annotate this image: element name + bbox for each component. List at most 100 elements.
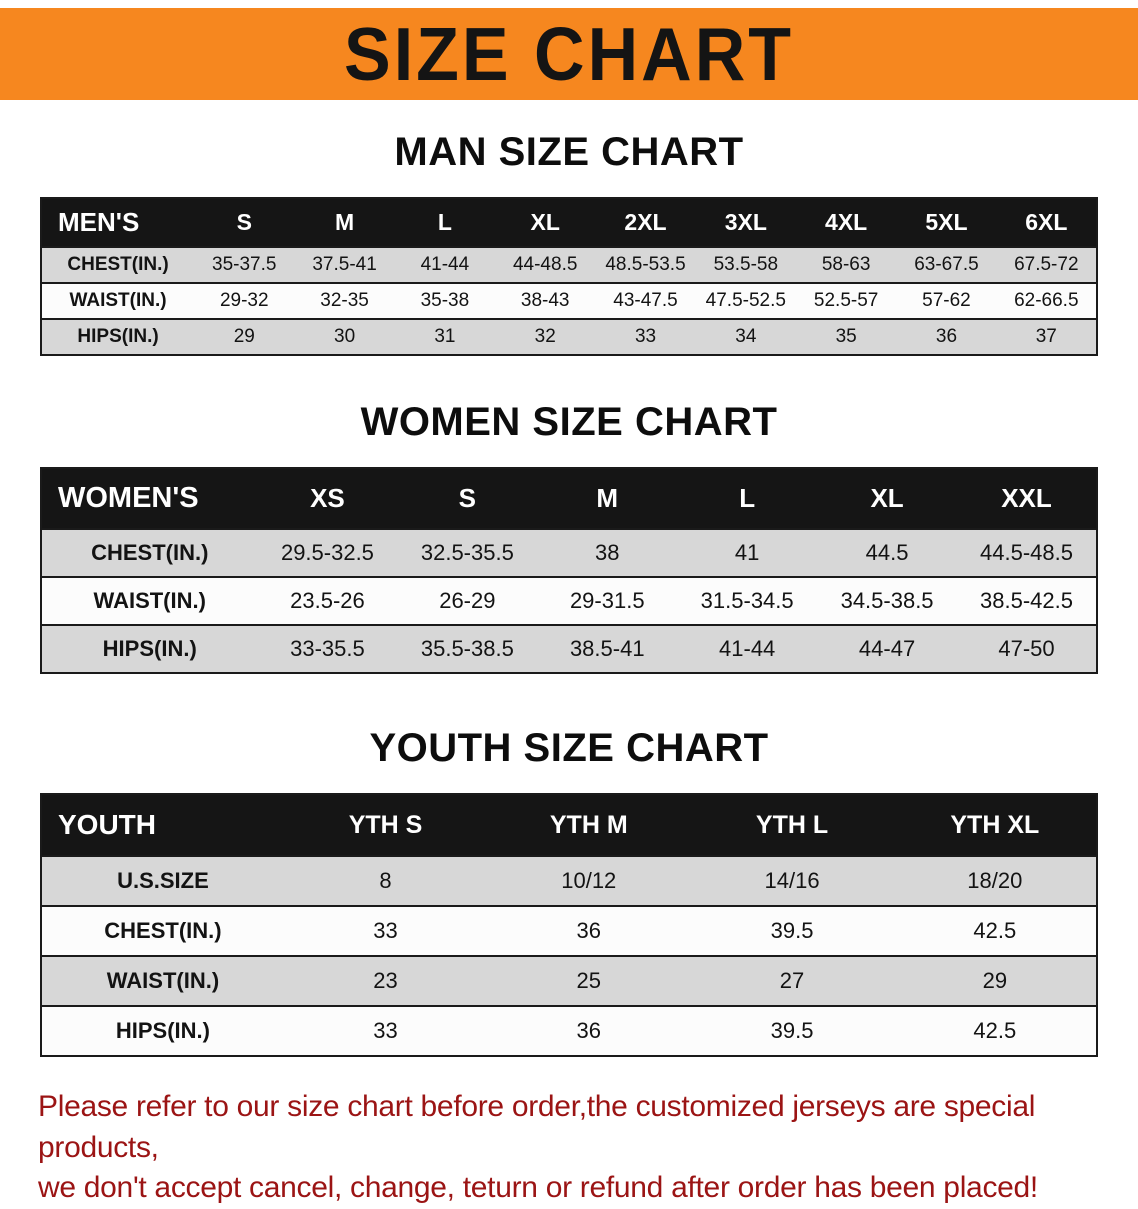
measure-value-cell: 14/16 xyxy=(764,868,820,893)
measure-value-cell: 31 xyxy=(434,326,456,347)
youth-size-chart-heading: YOUTH SIZE CHART xyxy=(369,726,769,770)
measure-value-cell: 44.5-48.5 xyxy=(980,540,1073,565)
measure-value-cell: 47-50 xyxy=(998,636,1055,661)
table-row: HIPS(IN.) 29 30 31 32 33 34 35 36 37 xyxy=(41,319,1097,355)
measure-value-cell: 35 xyxy=(835,326,857,347)
measure-label-cell: HIPS(IN.) xyxy=(115,1018,210,1043)
table-title-cell: WOMEN'S xyxy=(41,468,258,529)
measure-value-cell: 41 xyxy=(734,540,760,565)
table-row: WAIST(IN.) 23.5-26 26-29 29-31.5 31.5-34.5 34… xyxy=(41,577,1097,625)
measure-label-cell: U.S.SIZE xyxy=(117,868,209,893)
measure-value-cell: 58-63 xyxy=(821,254,871,275)
measure-value-cell: 57-62 xyxy=(922,290,971,311)
measure-value-cell: 38 xyxy=(595,540,620,565)
measure-value-cell: 32 xyxy=(534,326,556,347)
table-row: WAIST(IN.) 23 25 27 29 xyxy=(41,956,1097,1006)
size-header-cell: S xyxy=(194,198,295,247)
measure-value-cell: 37 xyxy=(1035,326,1057,347)
measure-value-cell: 25 xyxy=(576,968,602,993)
measure-label-cell: HIPS(IN.) xyxy=(77,326,159,347)
size-header-cell: XL xyxy=(495,198,596,247)
size-header-cell: XL xyxy=(817,468,958,529)
measure-value-cell: 43-47.5 xyxy=(613,290,678,311)
measure-label-cell: CHEST(IN.) xyxy=(91,540,209,565)
women-size-chart-heading: WOMEN SIZE CHART xyxy=(360,400,778,444)
table-header-row: YOUTH YTH S YTH M YTH L YTH XL xyxy=(41,794,1097,856)
measure-label-cell: WAIST(IN.) xyxy=(69,290,167,311)
measure-value-cell: 29-31.5 xyxy=(569,588,645,613)
measure-value-cell: 36 xyxy=(576,918,602,943)
measure-value-cell: 44.5 xyxy=(865,540,909,565)
size-header-cell: M xyxy=(294,198,395,247)
measure-value-cell: 10/12 xyxy=(561,868,617,893)
measure-value-cell: 27 xyxy=(779,968,805,993)
size-header-cell: 4XL xyxy=(795,198,897,247)
measure-value-cell: 31.5-34.5 xyxy=(700,588,794,613)
size-header-cell: 2XL xyxy=(595,198,696,247)
banner-title: SIZE CHART xyxy=(344,11,794,97)
measure-value-cell: 39.5 xyxy=(770,1018,814,1043)
size-chart-banner: SIZE CHART xyxy=(0,8,1138,100)
measure-value-cell: 62-66.5 xyxy=(1014,290,1079,311)
size-header-cell: S xyxy=(397,468,538,529)
measure-label-cell: CHEST(IN.) xyxy=(104,918,222,943)
measure-value-cell: 8 xyxy=(379,868,392,893)
table-row: HIPS(IN.) 33 36 39.5 42.5 xyxy=(41,1006,1097,1056)
size-header-cell: 6XL xyxy=(996,198,1097,247)
table-title-cell: YOUTH xyxy=(41,794,284,856)
measure-value-cell: 33 xyxy=(634,326,657,347)
measure-value-cell: 29 xyxy=(982,968,1008,993)
size-header-cell: M xyxy=(537,468,678,529)
measure-value-cell: 33-35.5 xyxy=(290,636,365,661)
disclaimer-line-1: Please refer to our size chart before or… xyxy=(38,1090,1036,1164)
measure-value-cell: 67.5-72 xyxy=(1014,254,1079,275)
measure-value-cell: 44-47 xyxy=(858,636,916,661)
measure-value-cell: 34.5-38.5 xyxy=(840,588,934,613)
table-row: WAIST(IN.) 29-32 32-35 35-38 38-43 43-47.5 47.… xyxy=(41,283,1097,319)
measure-value-cell: 44-48.5 xyxy=(512,254,578,275)
youth-size-table: YOUTH YTH S YTH M YTH L YTH XL U.S.SIZE 8 10/12… xyxy=(40,793,1098,1057)
measure-value-cell: 34 xyxy=(735,326,757,347)
table-row: U.S.SIZE 8 10/12 14/16 18/20 xyxy=(41,856,1097,906)
table-row: HIPS(IN.) 33-35.5 35.5-38.5 38.5-41 41-44 44-… xyxy=(41,625,1097,673)
measure-value-cell: 52.5-57 xyxy=(813,290,879,311)
measure-value-cell: 33 xyxy=(373,918,398,943)
measure-value-cell: 63-67.5 xyxy=(914,254,979,275)
table-row: CHEST(IN.) 29.5-32.5 32.5-35.5 38 41 44.5 44.5… xyxy=(41,529,1097,577)
measure-value-cell: 29-32 xyxy=(219,290,269,311)
women-section: WOMEN SIZE CHART WOMEN'S XS S M L XL XXL CHEST(… xyxy=(0,400,1138,674)
measure-value-cell: 26-29 xyxy=(439,588,496,613)
measure-value-cell: 32-35 xyxy=(320,290,369,311)
size-header-cell: L xyxy=(394,198,496,247)
measure-value-cell: 18/20 xyxy=(967,868,1023,893)
measure-value-cell: 48.5-53.5 xyxy=(605,254,686,275)
measure-label-cell: HIPS(IN.) xyxy=(102,636,197,661)
measure-value-cell: 39.5 xyxy=(770,918,814,943)
man-size-chart-heading: MAN SIZE CHART xyxy=(394,130,744,174)
size-header-cell: YTH M xyxy=(487,794,691,856)
table-header-row: WOMEN'S XS S M L XL XXL xyxy=(41,468,1097,529)
measure-value-cell: 38.5-42.5 xyxy=(980,588,1073,613)
measure-value-cell: 38-43 xyxy=(520,290,570,311)
measure-value-cell: 35-37.5 xyxy=(212,254,277,275)
women-size-table: WOMEN'S XS S M L XL XXL CHEST(IN.) 29.5-32.5 32.5… xyxy=(40,467,1098,674)
measure-value-cell: 42.5 xyxy=(973,1018,1017,1043)
size-header-cell: L xyxy=(677,468,818,529)
measure-value-cell: 42.5 xyxy=(973,918,1017,943)
table-row: CHEST(IN.) 35-37.5 37.5-41 41-44 44-48.5 48.5… xyxy=(41,247,1097,283)
measure-value-cell: 32.5-35.5 xyxy=(420,540,514,565)
measure-value-cell: 41-44 xyxy=(719,636,776,661)
size-header-cell: 3XL xyxy=(695,198,796,247)
measure-label-cell: WAIST(IN.) xyxy=(106,968,220,993)
measure-value-cell: 53.5-58 xyxy=(713,254,779,275)
measure-value-cell: 30 xyxy=(334,326,356,347)
measure-label-cell: WAIST(IN.) xyxy=(93,588,206,613)
disclaimer-line-2: we don't accept cancel, change, teturn o… xyxy=(38,1171,1038,1204)
size-header-cell: YTH L xyxy=(690,794,894,856)
measure-value-cell: 29 xyxy=(233,326,255,347)
youth-section: YOUTH SIZE CHART YOUTH YTH S YTH M YTH L YTH… xyxy=(0,726,1138,1057)
measure-value-cell: 35.5-38.5 xyxy=(420,636,514,661)
size-header-cell: YTH XL xyxy=(893,794,1097,856)
measure-value-cell: 47.5-52.5 xyxy=(705,290,786,311)
size-header-cell: 5XL xyxy=(896,198,997,247)
